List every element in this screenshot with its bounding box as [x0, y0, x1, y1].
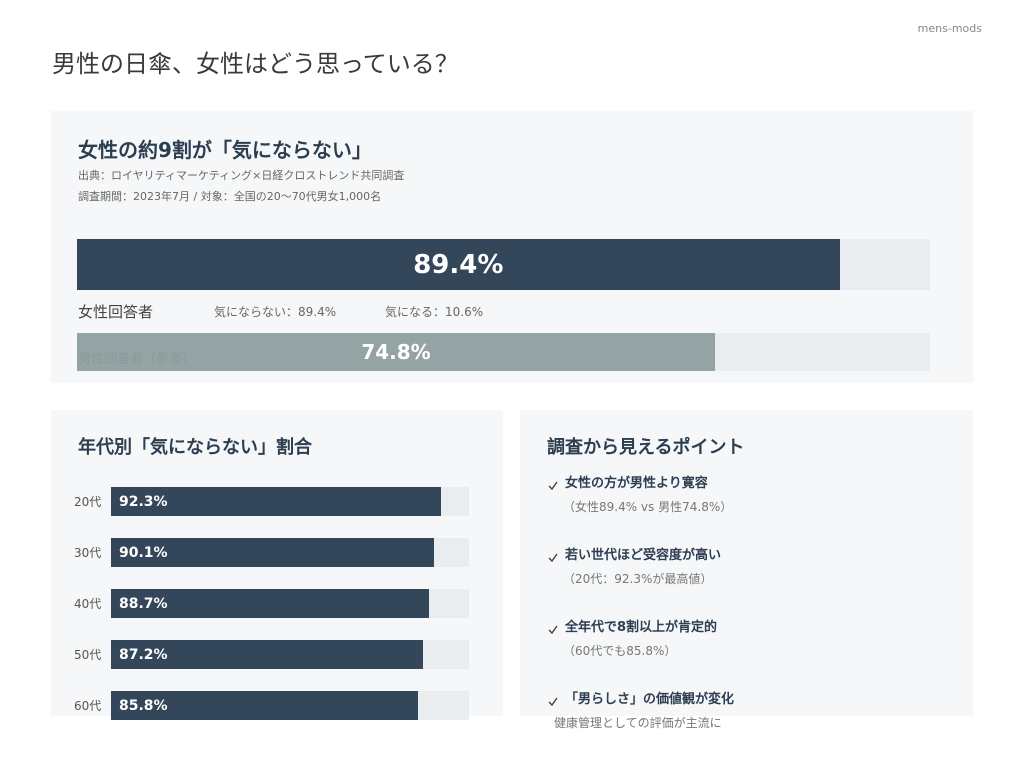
point-heading: 女性の方が男性より寛容 — [565, 476, 708, 491]
value-label: 85.8% — [119, 697, 168, 714]
page-title: 男性の日傘、女性はどう思っている？ — [52, 50, 459, 78]
bar — [111, 589, 429, 618]
category-label: 女性回答者 — [78, 303, 154, 321]
point-detail: （20代：92.3%が最高値） — [563, 572, 713, 586]
points-title: 調査から見えるポイント — [547, 437, 745, 458]
check — [548, 625, 558, 635]
point-heading: 若い世代ほど受容度が高い — [565, 548, 722, 563]
point-detail: （女性89.4% vs 男性74.8%） — [563, 500, 733, 514]
check-icon — [548, 692, 558, 707]
value-label: 90.1% — [119, 544, 168, 561]
value-label: 74.8% — [361, 340, 431, 364]
category-label: 60代 — [74, 699, 102, 713]
value-label: 92.3% — [119, 493, 168, 510]
category-label: 20代 — [74, 495, 102, 509]
point-heading: 全年代で8割以上が肯定的 — [565, 620, 718, 635]
point-detail: 健康管理としての評価が主流に — [554, 716, 722, 730]
category-label: 男性回答者（参考） — [78, 352, 196, 367]
point-detail: （60代でも85.8%） — [563, 644, 677, 658]
check — [548, 481, 558, 491]
check-icon — [548, 620, 558, 635]
category-label: 30代 — [74, 546, 102, 560]
point-heading: 「男らしさ」の価値観が変化 — [565, 692, 735, 707]
bar — [77, 333, 716, 371]
main-heading: 女性の約9割が「気にならない」 — [78, 138, 372, 162]
bar — [111, 691, 419, 720]
check — [548, 697, 558, 707]
check — [548, 553, 558, 563]
bar — [111, 538, 434, 567]
value-label: 87.2% — [119, 646, 168, 663]
bar — [111, 640, 424, 669]
note: 気にならない：89.4% — [214, 305, 337, 319]
period: 調査期間：2023年7月 / 対象：全国の20〜70代男女1,000名 — [78, 190, 382, 203]
note: 気になる：10.6% — [385, 305, 484, 319]
check-icon — [548, 548, 558, 563]
bar — [77, 239, 840, 290]
category-label: 40代 — [74, 597, 102, 611]
points-panel — [520, 410, 973, 716]
chart-title: 年代別「気にならない」割合 — [78, 437, 312, 458]
source: 出典：ロイヤリティマーケティング×日経クロストレンド共同調査 — [78, 169, 405, 182]
category-label: 50代 — [74, 648, 102, 662]
value-label: 88.7% — [119, 595, 168, 612]
value-label: 89.4% — [413, 249, 504, 280]
check-icon — [548, 476, 558, 491]
brand: mens-mods — [917, 22, 982, 35]
bar — [111, 487, 442, 516]
